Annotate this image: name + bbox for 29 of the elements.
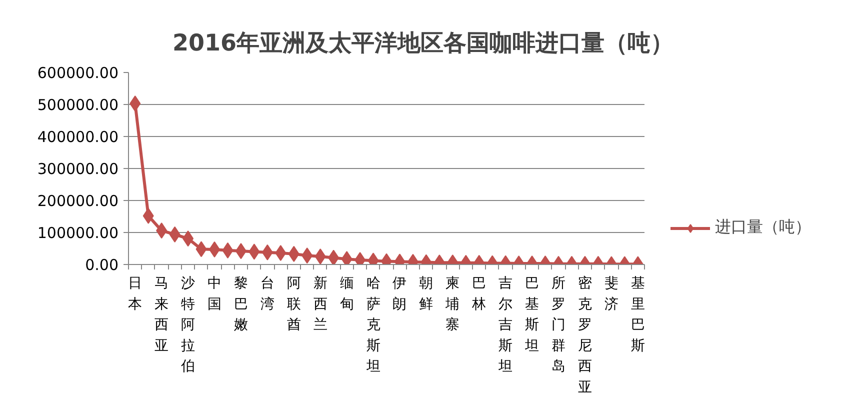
- x-tick-label: 缅甸: [340, 276, 354, 312]
- x-tick-label: 伊朗: [392, 276, 407, 312]
- y-tick-label: 300000.00: [37, 160, 119, 178]
- y-tick-label: 0.00: [85, 256, 119, 274]
- x-tick-label: 哈萨克斯坦: [365, 276, 380, 375]
- y-tick-label: 500000.00: [37, 96, 119, 114]
- chart-title: 2016年亚洲及太平洋地区各国咖啡进口量（吨）: [172, 30, 674, 56]
- y-tick-label: 400000.00: [37, 128, 119, 146]
- y-tick-label: 100000.00: [37, 224, 119, 242]
- x-tick-label: 阿联酋: [286, 276, 301, 334]
- legend-label: 进口量（吨）: [715, 217, 811, 238]
- x-tick-label: 台湾: [260, 276, 274, 312]
- x-tick-label: 黎巴嫩: [234, 276, 248, 334]
- x-tick-label: 沙特阿拉伯: [180, 276, 196, 375]
- y-tick-label: 200000.00: [37, 192, 119, 210]
- x-tick-label: 基里巴斯: [630, 276, 645, 354]
- x-tick-label: 巴林: [471, 276, 486, 312]
- x-tick-label: 新西兰: [313, 276, 328, 334]
- x-tick-label: 密克罗尼西亚: [578, 276, 592, 396]
- x-tick-label: 巴基斯坦: [524, 276, 540, 354]
- x-tick-label: 吉尔吉斯坦: [498, 276, 513, 375]
- x-tick-label: 柬埔寨: [444, 276, 460, 334]
- y-tick-label: 600000.00: [37, 64, 119, 82]
- x-tick-label: 中国: [208, 276, 222, 312]
- x-tick-label: 朝鲜: [419, 276, 434, 312]
- x-tick-label: 斐济: [604, 276, 618, 312]
- x-tick-label: 马来西亚: [154, 276, 169, 354]
- x-tick-label: 所罗门群岛: [552, 276, 566, 375]
- x-tick-label: 日本: [128, 276, 142, 312]
